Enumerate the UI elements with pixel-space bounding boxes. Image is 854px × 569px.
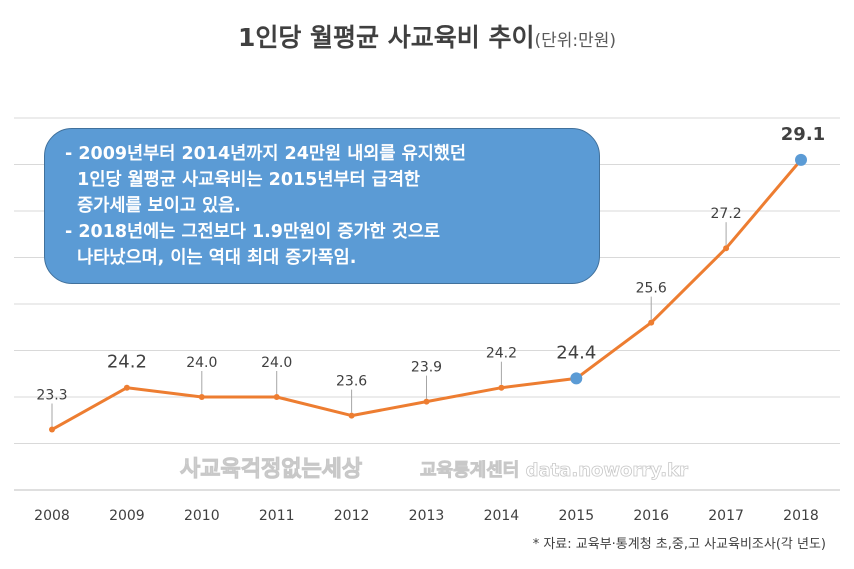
x-tick-label: 2015	[558, 508, 594, 524]
x-tick-label: 2018	[783, 508, 819, 524]
watermark-logo: 사교육걱정없는세상	[180, 457, 362, 482]
x-tick-label: 2014	[484, 508, 520, 524]
x-tick-label: 2009	[109, 508, 145, 524]
x-tick-label: 2016	[633, 508, 669, 524]
x-tick-label: 2011	[259, 508, 295, 524]
data-label: 23.6	[336, 374, 367, 390]
data-label: 25.6	[636, 281, 667, 297]
data-point	[723, 245, 730, 252]
data-label: 29.1	[781, 124, 825, 145]
x-tick-label: 2010	[184, 508, 220, 524]
data-point	[498, 384, 505, 391]
data-label: 24.2	[107, 352, 147, 373]
data-point	[348, 412, 355, 419]
callout-line: - 2018년에는 그전보다 1.9만원이 증가한 것으로	[65, 222, 441, 242]
callout-line: - 2009년부터 2014년까지 24만원 내외를 유지했던	[65, 144, 466, 164]
data-point	[423, 398, 430, 405]
data-label: 24.0	[186, 355, 217, 371]
data-point	[123, 384, 130, 391]
callout-line: 나타났으며, 이는 역대 최대 증가폭임.	[65, 248, 357, 268]
chart-title: 1인당 월평균 사교육비 추이(단위:만원)	[0, 18, 854, 54]
data-point	[648, 319, 655, 326]
data-point	[49, 426, 55, 433]
watermark-logo: 교육통계센터 data.noworry.kr	[420, 460, 688, 481]
data-point	[795, 153, 807, 166]
callout-line: 증가세를 보이고 있음.	[65, 196, 241, 216]
data-label: 24.2	[486, 346, 517, 362]
x-tick-label: 2013	[409, 508, 445, 524]
x-tick-label: 2017	[708, 508, 744, 524]
x-tick-label: 2008	[34, 508, 70, 524]
data-point	[570, 372, 583, 385]
title-text: 1인당 월평균 사교육비 추이	[237, 23, 535, 52]
data-label: 27.2	[711, 206, 742, 222]
callout-line: 1인당 월평균 사교육비는 2015년부터 급격한	[65, 170, 421, 190]
data-point	[273, 394, 280, 400]
x-tick-label: 2012	[334, 508, 370, 524]
data-label: 23.3	[36, 388, 67, 404]
data-label: 23.9	[411, 360, 442, 376]
callout-box: - 2009년부터 2014년까지 24만원 내외를 유지했던 1인당 월평균 …	[44, 128, 600, 284]
data-label: 24.0	[261, 355, 292, 371]
unit-label: (단위:만원)	[534, 31, 617, 51]
source-note: * 자료: 교육부·통계청 초,중,고 사교육비조사(각 년도)	[532, 537, 826, 552]
data-point	[198, 394, 205, 400]
data-label: 24.4	[556, 342, 596, 363]
